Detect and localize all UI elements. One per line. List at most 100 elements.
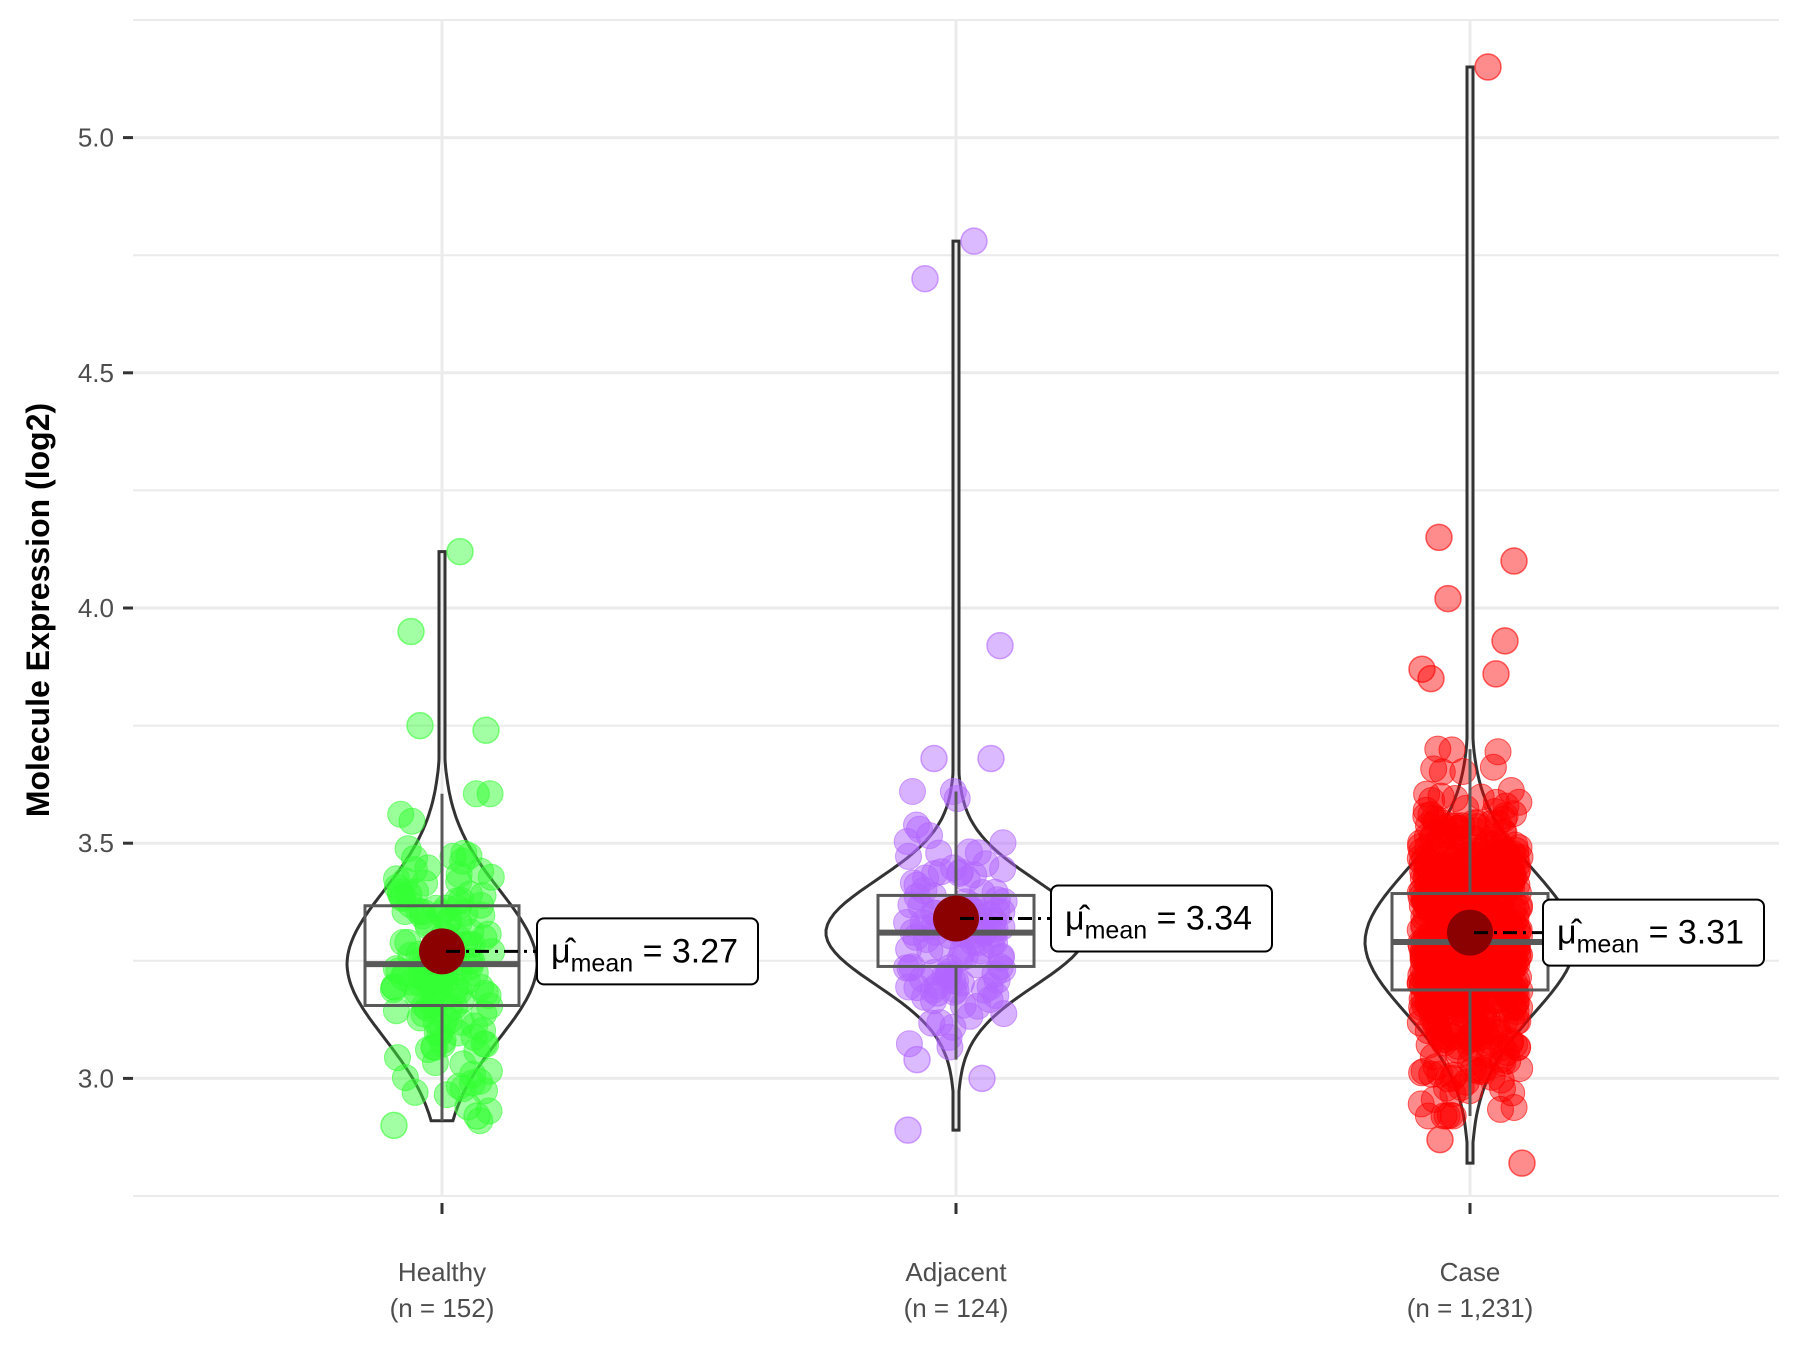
data-point — [1430, 861, 1458, 889]
mean-label-box — [1542, 898, 1765, 967]
data-point — [477, 863, 505, 891]
data-point — [1503, 851, 1531, 878]
y-axis-title: Molecule Expression (log2) — [20, 403, 56, 817]
data-point — [1438, 736, 1466, 764]
data-point — [1445, 1041, 1473, 1069]
x-tick-count: (n = 1,231) — [1407, 1293, 1533, 1323]
data-point — [1506, 894, 1533, 922]
mean-label-adjacent: μ̂mean = 3.34 — [1050, 884, 1273, 953]
data-point — [398, 807, 426, 835]
outlier-point — [380, 1111, 408, 1140]
outlier-point — [977, 744, 1005, 773]
data-point — [449, 1075, 477, 1103]
mean-label-text: μ̂mean = 3.34 — [1065, 899, 1252, 944]
data-point — [414, 854, 442, 882]
y-tick-label: 5.0 — [78, 123, 114, 153]
outlier-point — [1500, 547, 1528, 575]
data-point — [432, 1005, 459, 1033]
data-point — [460, 1023, 488, 1051]
data-point — [1500, 993, 1528, 1020]
data-point — [1432, 998, 1460, 1025]
outlier-point — [1417, 664, 1445, 693]
data-point — [920, 987, 947, 1015]
data-point — [1440, 851, 1468, 879]
outlier-point — [1474, 53, 1502, 81]
data-point — [1463, 813, 1491, 841]
outlier-point — [960, 227, 988, 255]
data-point — [939, 778, 967, 805]
data-point — [1453, 1027, 1481, 1055]
data-point — [394, 835, 422, 863]
data-point — [1479, 753, 1507, 781]
data-point — [939, 1013, 967, 1041]
mean-point — [933, 895, 979, 942]
mean-point — [1447, 909, 1493, 956]
data-point — [1447, 835, 1475, 863]
outlier-point — [968, 1064, 996, 1093]
data-point — [1488, 964, 1516, 992]
data-point — [903, 811, 930, 839]
y-axis: 3.0 3.5 4.0 4.5 5.0 — [78, 123, 133, 1093]
data-point — [895, 842, 922, 870]
data-point — [1415, 1031, 1443, 1059]
data-point — [474, 920, 502, 948]
data-point — [1425, 1014, 1452, 1042]
data-point — [1412, 864, 1440, 892]
outlier-point — [1508, 1149, 1536, 1177]
data-point — [1487, 1066, 1515, 1094]
data-point — [382, 997, 410, 1025]
data-point — [1458, 960, 1486, 988]
data-point — [462, 780, 490, 808]
data-point — [1439, 1080, 1467, 1108]
data-point — [1414, 972, 1442, 1000]
data-point — [417, 970, 445, 998]
mean-label-box — [1050, 884, 1273, 953]
outlier-point — [903, 1045, 931, 1074]
data-point — [1418, 787, 1446, 814]
data-point — [1476, 1028, 1504, 1055]
mean-markers: μ̂mean = 3.27 μ̂mean = 3.34 μ̂mean = 3.31 — [419, 884, 1765, 986]
x-axis: Healthy (n = 152) Adjacent (n = 124) Case (n … — [390, 1203, 1533, 1323]
data-point — [1504, 1033, 1532, 1061]
mean-label-box — [536, 917, 759, 986]
data-point — [1484, 738, 1512, 766]
data-point — [1408, 1059, 1436, 1087]
box-healthy — [363, 904, 521, 1007]
data-point — [445, 861, 473, 888]
violin-case — [1363, 65, 1577, 1165]
data-point — [1474, 883, 1502, 911]
data-point — [967, 937, 995, 965]
data-point — [474, 981, 502, 1009]
data-point — [1465, 1013, 1493, 1041]
data-point — [983, 886, 1011, 914]
data-point — [1407, 829, 1435, 857]
data-point — [1499, 840, 1526, 867]
data-point — [1467, 783, 1495, 811]
violin-healthy — [345, 550, 539, 1123]
outlier-point — [472, 716, 500, 745]
data-point — [895, 1030, 923, 1058]
data-point — [1473, 959, 1501, 987]
outlier-point — [1491, 627, 1519, 655]
y-tick-label: 3.0 — [78, 1063, 114, 1093]
outlier-point — [986, 631, 1014, 660]
data-point — [910, 877, 938, 904]
data-point — [1418, 1060, 1446, 1088]
outlier-point — [446, 537, 474, 566]
data-point — [1472, 1054, 1500, 1082]
mean-point — [419, 928, 465, 975]
x-tick-label: Case — [1440, 1257, 1501, 1287]
data-point — [1490, 953, 1518, 981]
data-point — [1424, 735, 1452, 763]
x-tick-count: (n = 152) — [390, 1293, 495, 1323]
y-tick-label: 4.5 — [78, 358, 114, 388]
data-point — [1422, 809, 1450, 837]
data-point — [895, 973, 923, 1001]
data-point — [1439, 1064, 1467, 1092]
data-point — [1415, 812, 1442, 840]
mean-label-healthy: μ̂mean = 3.27 — [536, 917, 759, 986]
mean-label-text: μ̂mean = 3.27 — [551, 932, 738, 977]
data-point — [989, 829, 1017, 857]
x-tick-count: (n = 124) — [904, 1293, 1009, 1323]
data-point — [899, 778, 926, 805]
